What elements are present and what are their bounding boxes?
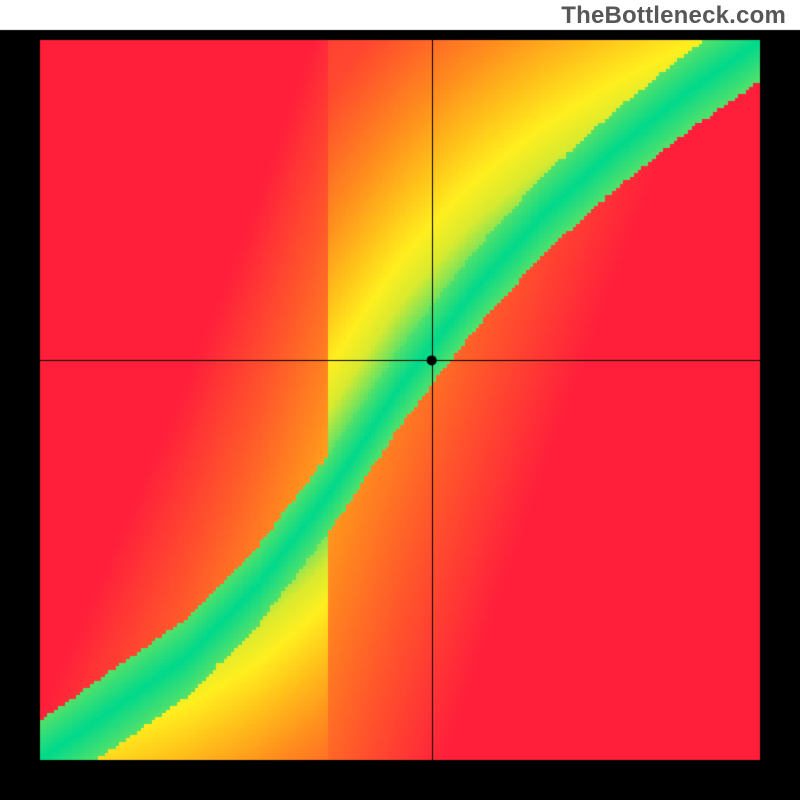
chart-root: TheBottleneck.com bbox=[0, 0, 800, 800]
bottleneck-heatmap-canvas bbox=[0, 0, 800, 800]
watermark-text: TheBottleneck.com bbox=[561, 2, 786, 30]
